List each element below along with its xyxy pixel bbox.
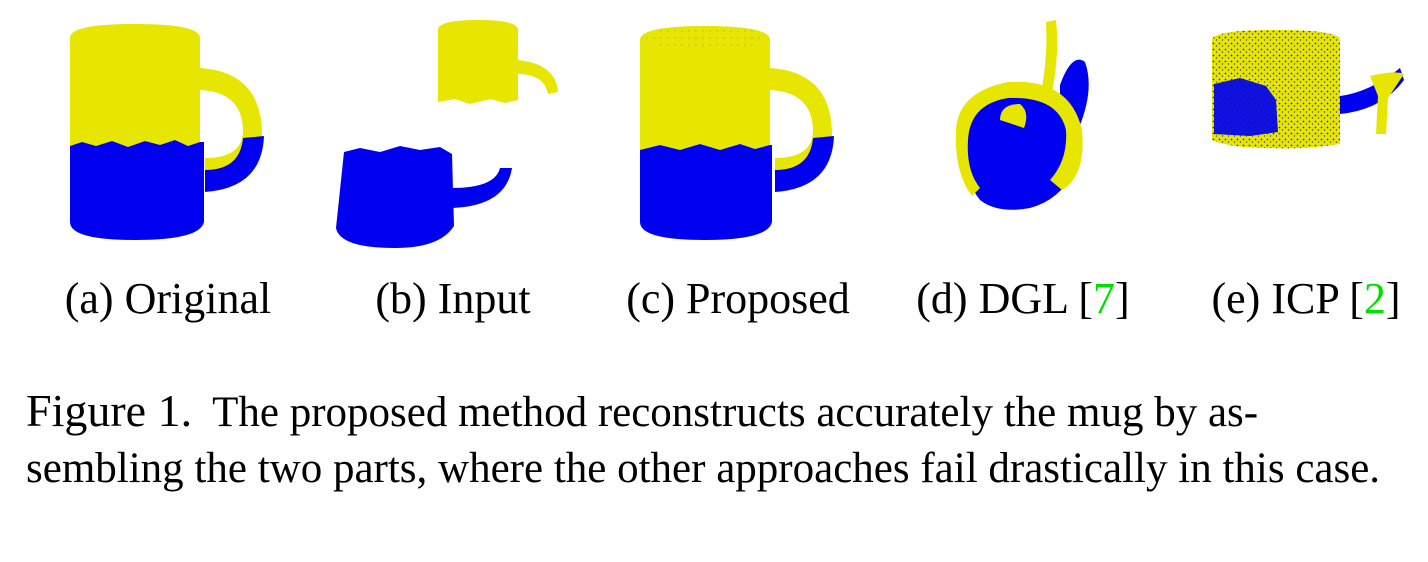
- mug-input-parts: [336, 20, 558, 248]
- mug-original: [70, 24, 264, 240]
- caption-label: Figure 1.: [26, 385, 193, 436]
- label-dgl: (d) DGL [7]: [916, 274, 1129, 323]
- caption-text: The proposed method reconstructs accurat…: [26, 389, 1381, 492]
- label-proposed: (c) Proposed: [626, 274, 850, 323]
- mug-proposed: [640, 26, 834, 240]
- mug-icp-result: [1212, 30, 1404, 149]
- citation-dgl: 7: [1093, 274, 1115, 323]
- figure-caption: Figure 1. The proposed method reconstruc…: [26, 383, 1396, 497]
- mug-dgl-result: [955, 20, 1089, 210]
- label-icp: (e) ICP [2]: [1212, 274, 1401, 323]
- citation-icp: 2: [1364, 274, 1386, 323]
- label-input: (b) Input: [375, 274, 530, 323]
- label-original: (a) Original: [65, 274, 271, 323]
